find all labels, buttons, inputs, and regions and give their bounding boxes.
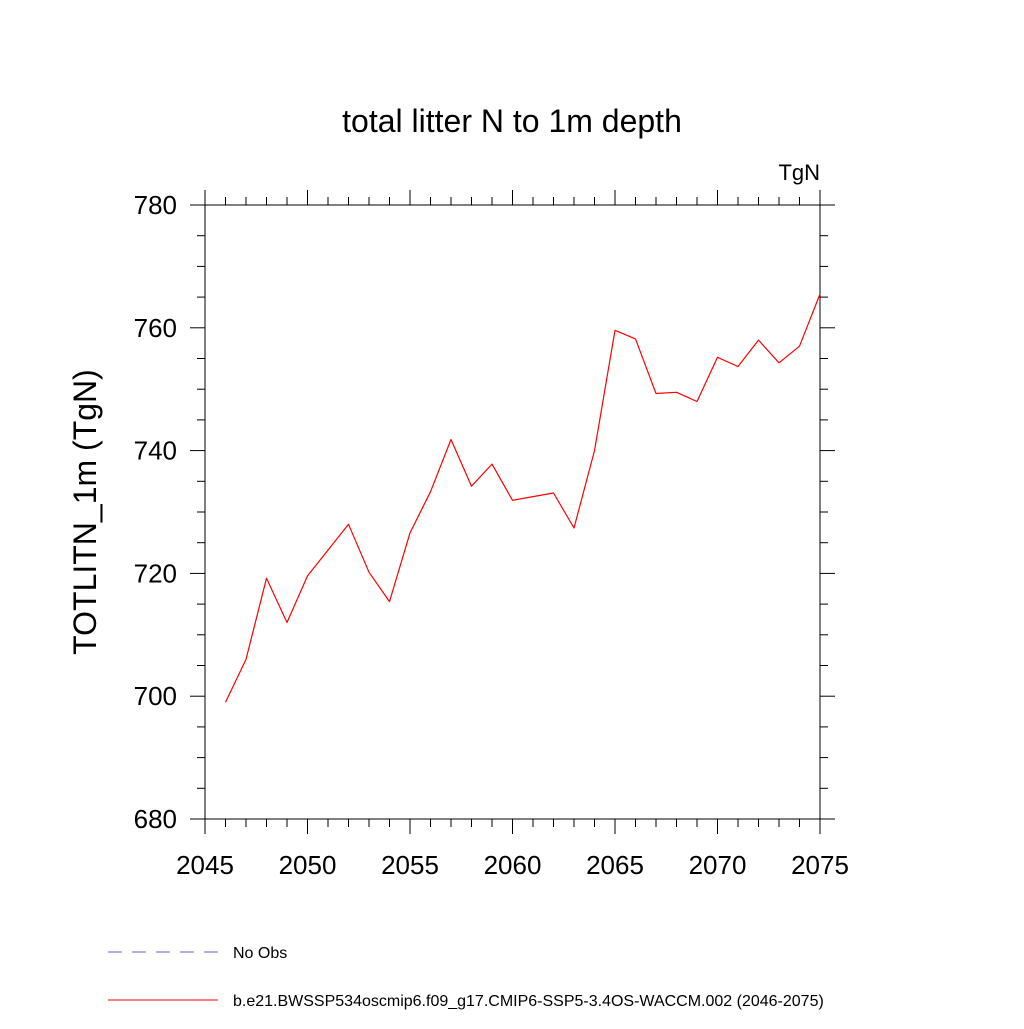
series-layer (224, 293, 821, 703)
y-tick-label: 680 (134, 804, 177, 834)
legend-label: b.e21.BWSSP534oscmip6.f09_g17.CMIP6-SSP5… (233, 993, 824, 1010)
x-tick-label: 2075 (791, 850, 849, 880)
series-line (224, 293, 821, 703)
y-tick-label: 780 (134, 190, 177, 220)
x-tick-label: 2070 (689, 850, 747, 880)
y-axis-label: TOTLITN_1m (TgN) (67, 369, 103, 655)
x-tick-label: 2045 (176, 850, 234, 880)
legend: No Obs b.e21.BWSSP534oscmip6.f09_g17.CMIP… (108, 945, 824, 1010)
y-tick-label: 760 (134, 313, 177, 343)
axis-ticks: 680 700 720 740 760 780 2045 2050 2055 2060 2065 20… (134, 190, 849, 880)
x-tick-label: 2060 (484, 850, 542, 880)
units-label: TgN (778, 160, 820, 185)
x-tick-label: 2050 (279, 850, 337, 880)
x-tick-label: 2055 (381, 850, 439, 880)
x-tick-label: 2065 (586, 850, 644, 880)
y-tick-label: 720 (134, 558, 177, 588)
legend-label: No Obs (233, 945, 287, 962)
y-tick-label: 700 (134, 681, 177, 711)
plot-frame (204, 204, 821, 820)
chart-title: total litter N to 1m depth (342, 103, 682, 139)
y-tick-label: 740 (134, 436, 177, 466)
